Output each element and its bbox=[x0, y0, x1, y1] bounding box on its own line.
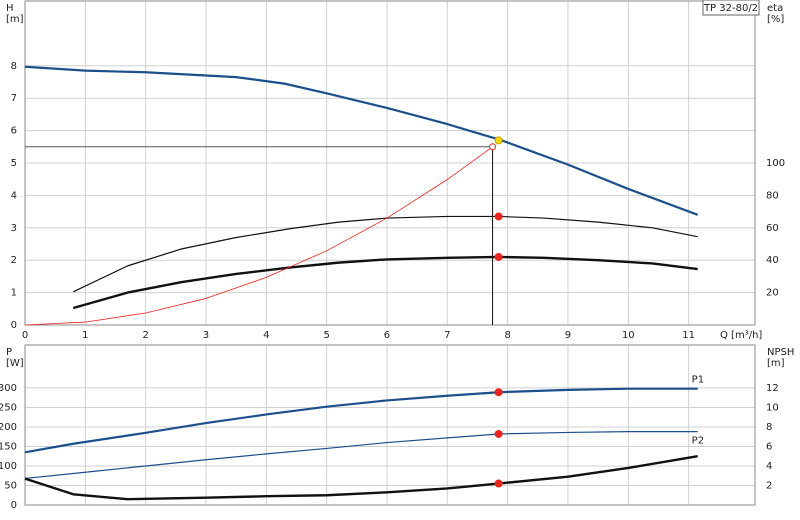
x-tick-label: 0 bbox=[22, 330, 28, 341]
y-tick-label: 7 bbox=[11, 93, 17, 104]
y-tick-label: 3 bbox=[11, 223, 17, 234]
curve bbox=[24, 455, 698, 501]
y-axis-unit: [m] bbox=[6, 14, 24, 25]
x-tick-label: 2 bbox=[142, 330, 148, 341]
y-tick-label: 0 bbox=[11, 320, 17, 331]
y2-axis-unit: [%] bbox=[767, 14, 784, 25]
y2-tick-label: 4 bbox=[766, 461, 772, 472]
operating-point bbox=[494, 429, 503, 438]
y-tick-label: 5 bbox=[11, 158, 17, 169]
y2-tick-label: 60 bbox=[766, 223, 779, 234]
curve bbox=[24, 387, 698, 454]
y2-tick-label: 80 bbox=[766, 190, 779, 201]
y-tick-label: 50 bbox=[4, 480, 17, 491]
y2-tick-label: 10 bbox=[766, 402, 779, 413]
x-tick-label: 6 bbox=[384, 330, 390, 341]
x-tick-label: 10 bbox=[622, 330, 635, 341]
curve bbox=[24, 146, 493, 326]
y2-axis-label: NPSH bbox=[767, 347, 794, 358]
x-tick-label: 4 bbox=[263, 330, 269, 341]
x-tick-label: 7 bbox=[444, 330, 450, 341]
x-axis-label: Q [m³/h] bbox=[720, 330, 762, 341]
y2-tick-label: 20 bbox=[766, 288, 779, 299]
series-label: P2 bbox=[692, 436, 704, 447]
y2-tick-label: 40 bbox=[766, 255, 779, 266]
y2-tick-label: 8 bbox=[766, 422, 772, 433]
y-tick-label: 4 bbox=[11, 190, 17, 201]
y-axis-label: P bbox=[6, 347, 12, 358]
operating-point bbox=[494, 212, 503, 221]
y-axis-label: H bbox=[6, 3, 14, 14]
y2-axis-label: eta bbox=[767, 3, 783, 14]
x-tick-label: 1 bbox=[82, 330, 88, 341]
y-tick-label: 1 bbox=[11, 288, 17, 299]
y-tick-label: 100 bbox=[0, 461, 17, 472]
y-axis-unit: [W] bbox=[6, 358, 24, 369]
y-tick-label: 150 bbox=[0, 441, 17, 452]
y-tick-label: 6 bbox=[11, 126, 17, 137]
x-tick-label: 5 bbox=[323, 330, 329, 341]
y-tick-label: 250 bbox=[0, 402, 17, 413]
y-tick-label: 200 bbox=[0, 422, 17, 433]
y-tick-label: 300 bbox=[0, 383, 17, 394]
x-tick-label: 11 bbox=[682, 330, 695, 341]
y2-axis-unit: [m] bbox=[767, 358, 785, 369]
y-tick-label: 8 bbox=[11, 61, 17, 72]
x-tick-label: 8 bbox=[504, 330, 510, 341]
operating-point bbox=[494, 252, 503, 261]
x-tick-label: 9 bbox=[565, 330, 571, 341]
series-label: P1 bbox=[692, 375, 704, 386]
plot-frame bbox=[24, 344, 756, 506]
chart-title: TP 32-80/2 bbox=[703, 3, 758, 14]
y2-tick-label: 2 bbox=[766, 480, 772, 491]
curve bbox=[24, 431, 698, 480]
operating-point bbox=[494, 479, 503, 488]
operating-point bbox=[489, 143, 497, 151]
plot-frame bbox=[24, 0, 756, 326]
curve bbox=[72, 255, 698, 310]
y2-tick-label: 6 bbox=[766, 441, 772, 452]
operating-point bbox=[494, 388, 503, 397]
y-tick-label: 2 bbox=[11, 255, 17, 266]
operating-point bbox=[494, 136, 503, 145]
y2-tick-label: 100 bbox=[766, 158, 785, 169]
curve bbox=[24, 65, 699, 216]
x-tick-label: 3 bbox=[203, 330, 209, 341]
title-box bbox=[702, 0, 760, 16]
y-tick-label: 0 bbox=[11, 500, 17, 511]
y2-tick-label: 12 bbox=[766, 383, 779, 394]
